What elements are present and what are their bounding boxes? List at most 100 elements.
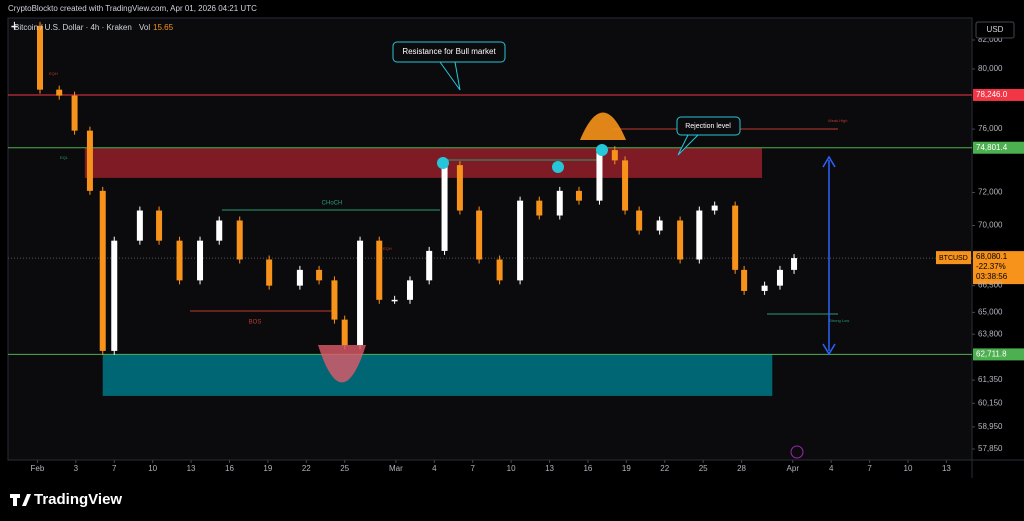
- y-tick-label: 76,000: [978, 124, 1003, 133]
- level-label: 74,801.4: [976, 143, 1008, 152]
- y-tick-label: 57,850: [978, 444, 1003, 453]
- candle: [111, 240, 118, 351]
- x-tick-label: 16: [583, 464, 592, 473]
- currency-box[interactable]: [975, 21, 1015, 39]
- candle: [341, 319, 348, 346]
- y-tick-label: 60,150: [978, 398, 1003, 407]
- candle: [711, 205, 718, 211]
- x-tick-label: 10: [148, 464, 157, 473]
- candle: [536, 200, 543, 216]
- candle: [391, 299, 398, 302]
- x-tick-label: 7: [112, 464, 117, 473]
- touch-point: [596, 144, 608, 156]
- y-tick-label: 72,000: [978, 188, 1003, 197]
- candle: [496, 259, 503, 281]
- last-price-change: -22.37%: [976, 262, 1006, 271]
- callout-pointer: [439, 61, 461, 91]
- x-tick-label: 22: [660, 464, 669, 473]
- annotation: Rejection level: [685, 123, 731, 130]
- candle: [776, 269, 783, 286]
- candle: [56, 89, 63, 96]
- candle: [316, 269, 323, 281]
- brand: TradingView: [34, 491, 122, 508]
- candle: [741, 269, 748, 291]
- candle: [376, 240, 383, 300]
- x-tick-label: Mar: [389, 464, 403, 473]
- candle: [71, 95, 78, 131]
- event-icon[interactable]: [790, 445, 804, 459]
- candle: [426, 250, 433, 281]
- x-tick-label: 13: [187, 464, 196, 473]
- x-tick-label: 25: [699, 464, 708, 473]
- candle: [86, 130, 93, 191]
- x-tick-label: 7: [867, 464, 872, 473]
- candle: [791, 258, 798, 270]
- y-tick-label: 82,000: [978, 35, 1003, 44]
- annotation: EQH: [383, 246, 392, 251]
- zone: [84, 147, 763, 178]
- x-tick-label: Apr: [787, 464, 800, 473]
- x-tick-label: 3: [74, 464, 79, 473]
- x-tick-label: Feb: [31, 464, 45, 473]
- top-dome: [580, 112, 626, 140]
- candle: [11, 25, 18, 28]
- callout-box: [676, 116, 741, 136]
- level-marker: [973, 141, 1024, 154]
- currency[interactable]: USD: [987, 25, 1004, 34]
- candle: [197, 240, 204, 281]
- level-label: 78,246.0: [976, 90, 1008, 99]
- touch-point: [437, 157, 449, 169]
- touch-point: [552, 161, 564, 173]
- annotation: BOS: [249, 320, 262, 326]
- candle: [677, 220, 684, 260]
- x-tick-label: 13: [545, 464, 554, 473]
- x-tick-label: 19: [622, 464, 631, 473]
- x-tick-label: 10: [904, 464, 913, 473]
- candle: [476, 210, 483, 260]
- candle: [99, 190, 106, 351]
- last-price-label: 68,080.1: [976, 252, 1008, 261]
- candle: [216, 220, 223, 241]
- credit: CryptoBlockto created with TradingView.c…: [8, 4, 257, 13]
- candle: [296, 269, 303, 286]
- x-tick-label: 19: [263, 464, 272, 473]
- candle: [357, 240, 364, 346]
- vol-label: Vol: [139, 23, 150, 32]
- level-marker: [973, 348, 1024, 361]
- y-tick-label: 66,500: [978, 281, 1003, 290]
- x-tick-label: 25: [340, 464, 349, 473]
- x-tick-label: 13: [942, 464, 951, 473]
- x-tick-label: 28: [737, 464, 746, 473]
- level-marker: [973, 88, 1024, 101]
- candle: [441, 165, 448, 251]
- arrow-head: [822, 155, 836, 168]
- candle: [236, 220, 243, 260]
- candle: [176, 240, 183, 281]
- candle: [37, 25, 44, 90]
- candle: [636, 210, 643, 231]
- candle: [556, 190, 563, 216]
- candle: [596, 150, 603, 201]
- brand-logo: [10, 494, 31, 506]
- candle: [406, 280, 413, 300]
- candle: [611, 150, 618, 161]
- callout-box: [392, 41, 506, 63]
- arrow-head: [822, 343, 836, 356]
- x-tick-label: 16: [225, 464, 234, 473]
- candle: [456, 165, 463, 211]
- symbol-label: BTCUSD: [939, 255, 968, 262]
- y-tick-label: 65,000: [978, 307, 1003, 316]
- vol-value: 15.65: [153, 23, 174, 32]
- candle: [517, 200, 524, 281]
- symbol: Bitcoin / U.S. Dollar · 4h · Kraken: [14, 23, 132, 32]
- candle: [136, 210, 143, 241]
- y-tick-label: 80,000: [978, 64, 1003, 73]
- annotation: Resistance for Bull market: [402, 47, 496, 56]
- x-tick-label: 4: [432, 464, 437, 473]
- annotation: Weak High: [828, 118, 848, 123]
- candle: [156, 210, 163, 241]
- level-label: 62,711.8: [976, 350, 1007, 359]
- callout-pointer: [677, 134, 699, 156]
